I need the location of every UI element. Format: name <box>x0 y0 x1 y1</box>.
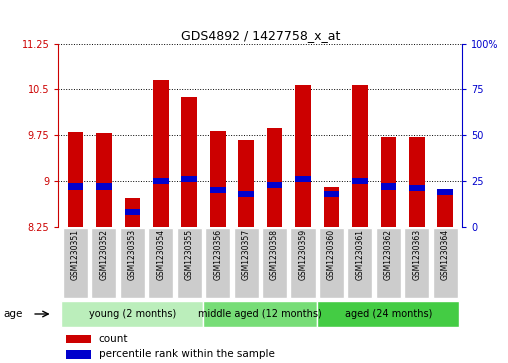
Text: count: count <box>99 334 129 344</box>
Bar <box>437 189 453 195</box>
Text: middle aged (12 months): middle aged (12 months) <box>199 309 322 319</box>
FancyBboxPatch shape <box>347 228 372 298</box>
Bar <box>437 189 453 227</box>
Text: aged (24 months): aged (24 months) <box>344 309 432 319</box>
Bar <box>409 137 425 227</box>
FancyBboxPatch shape <box>177 228 202 298</box>
Text: GSM1230351: GSM1230351 <box>71 229 80 280</box>
Text: GSM1230352: GSM1230352 <box>100 229 108 280</box>
Text: GSM1230355: GSM1230355 <box>185 229 194 280</box>
Bar <box>380 137 396 227</box>
Bar <box>67 335 91 343</box>
Bar <box>409 185 425 191</box>
FancyBboxPatch shape <box>61 301 204 327</box>
Text: GSM1230360: GSM1230360 <box>327 229 336 280</box>
FancyBboxPatch shape <box>262 228 287 298</box>
Text: GSM1230356: GSM1230356 <box>213 229 222 280</box>
Bar <box>181 176 197 182</box>
Bar <box>324 187 339 227</box>
Text: GSM1230362: GSM1230362 <box>384 229 393 280</box>
FancyBboxPatch shape <box>291 228 315 298</box>
Text: GSM1230359: GSM1230359 <box>299 229 307 280</box>
FancyBboxPatch shape <box>204 301 317 327</box>
Bar <box>68 132 83 227</box>
FancyBboxPatch shape <box>234 228 259 298</box>
Bar <box>295 176 311 182</box>
Bar <box>267 128 282 227</box>
FancyBboxPatch shape <box>63 228 88 298</box>
Bar <box>96 183 112 189</box>
Text: GSM1230364: GSM1230364 <box>441 229 450 280</box>
FancyBboxPatch shape <box>120 228 145 298</box>
FancyBboxPatch shape <box>376 228 401 298</box>
Bar <box>153 80 169 227</box>
Text: percentile rank within the sample: percentile rank within the sample <box>99 350 275 359</box>
Bar <box>181 97 197 227</box>
Text: GSM1230353: GSM1230353 <box>128 229 137 280</box>
Text: GSM1230358: GSM1230358 <box>270 229 279 280</box>
Bar <box>380 183 396 189</box>
FancyBboxPatch shape <box>433 228 458 298</box>
Bar <box>238 140 254 227</box>
Bar <box>68 183 83 189</box>
Bar <box>352 178 368 184</box>
Text: GSM1230354: GSM1230354 <box>156 229 165 280</box>
Text: GSM1230363: GSM1230363 <box>412 229 421 280</box>
Text: young (2 months): young (2 months) <box>89 309 176 319</box>
Text: GSM1230361: GSM1230361 <box>356 229 364 280</box>
FancyBboxPatch shape <box>319 228 344 298</box>
FancyBboxPatch shape <box>317 301 459 327</box>
FancyBboxPatch shape <box>148 228 173 298</box>
Bar <box>67 350 91 359</box>
Text: age: age <box>3 309 22 319</box>
Bar <box>324 191 339 197</box>
Text: GSM1230357: GSM1230357 <box>242 229 250 280</box>
Bar <box>210 131 226 227</box>
FancyBboxPatch shape <box>404 228 429 298</box>
FancyBboxPatch shape <box>205 228 230 298</box>
Bar <box>267 182 282 188</box>
Bar <box>238 191 254 197</box>
Bar <box>295 85 311 227</box>
Bar <box>153 178 169 184</box>
Title: GDS4892 / 1427758_x_at: GDS4892 / 1427758_x_at <box>181 29 340 42</box>
Bar <box>352 85 368 227</box>
Bar <box>124 197 140 227</box>
Bar <box>96 133 112 227</box>
Bar <box>210 187 226 193</box>
FancyBboxPatch shape <box>91 228 116 298</box>
Bar <box>124 209 140 215</box>
